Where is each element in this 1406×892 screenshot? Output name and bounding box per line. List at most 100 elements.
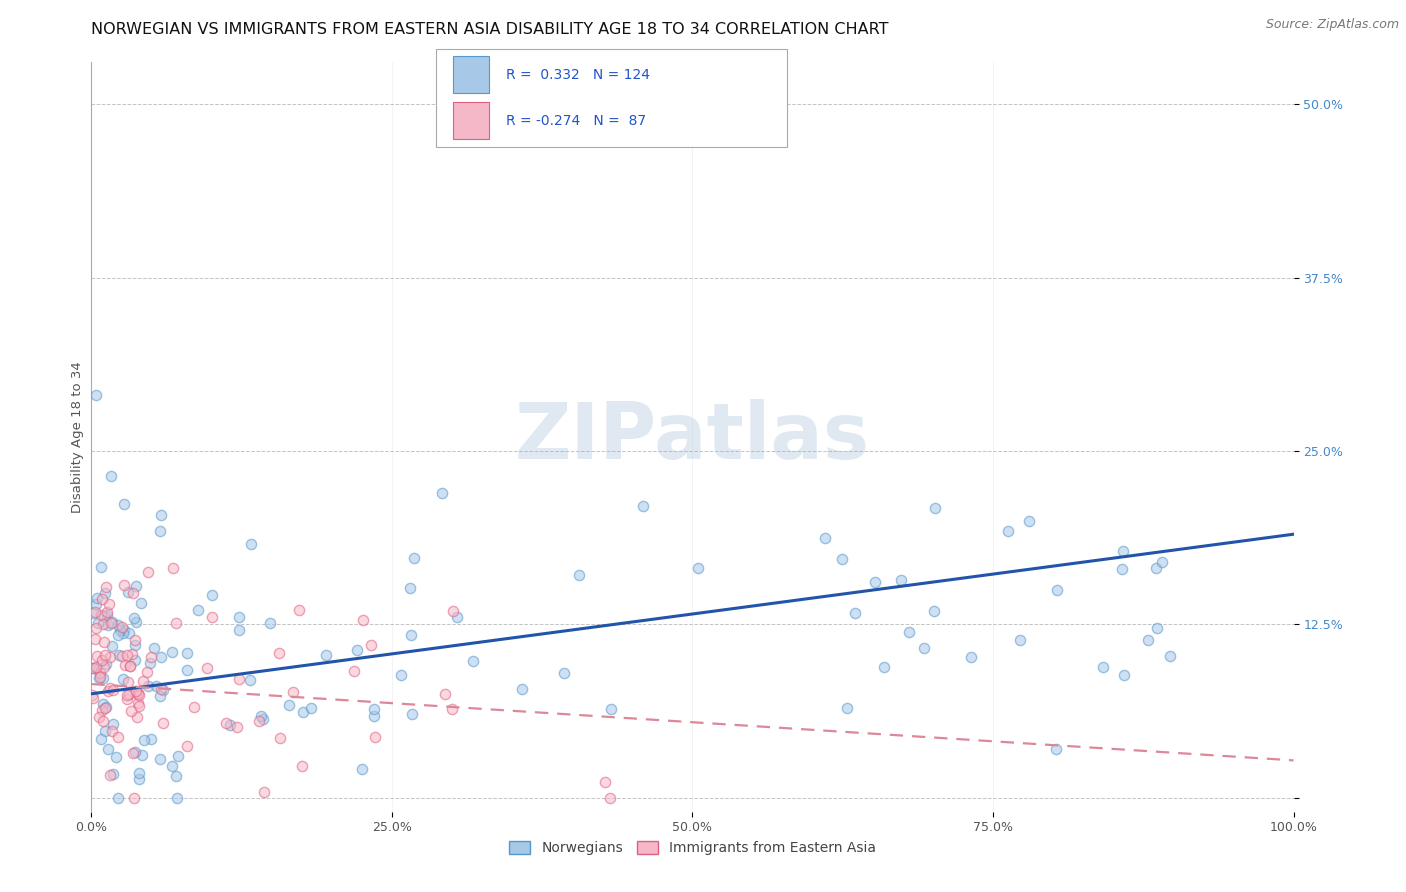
Point bbox=[107, 618, 129, 632]
Point bbox=[631, 499, 654, 513]
Point bbox=[291, 759, 314, 773]
Text: R = -0.274   N =  87: R = -0.274 N = 87 bbox=[506, 113, 647, 128]
Text: NORWEGIAN VS IMMIGRANTS FROM EASTERN ASIA DISABILITY AGE 18 TO 34 CORRELATION CH: NORWEGIAN VS IMMIGRANTS FROM EASTERN ASI… bbox=[91, 22, 889, 37]
Text: Source: ZipAtlas.com: Source: ZipAtlas.com bbox=[1265, 18, 1399, 31]
Point bbox=[404, 551, 426, 566]
Point bbox=[120, 659, 142, 673]
Point bbox=[127, 696, 149, 710]
Point bbox=[897, 625, 920, 640]
Point bbox=[97, 617, 120, 632]
Point bbox=[90, 607, 112, 622]
Point bbox=[139, 649, 162, 664]
Point bbox=[96, 580, 118, 594]
Point bbox=[134, 732, 156, 747]
Point bbox=[299, 701, 322, 715]
Point bbox=[84, 597, 107, 611]
Point bbox=[90, 731, 112, 746]
Point bbox=[122, 790, 145, 805]
Point bbox=[831, 552, 853, 566]
Point bbox=[441, 604, 464, 618]
Point bbox=[96, 605, 118, 619]
Point bbox=[98, 768, 121, 782]
Point bbox=[82, 661, 104, 675]
Point bbox=[124, 633, 146, 648]
Point bbox=[150, 681, 173, 696]
Point bbox=[149, 524, 172, 539]
Point bbox=[1136, 632, 1159, 647]
Point bbox=[91, 703, 114, 717]
Point bbox=[399, 581, 422, 595]
Point bbox=[228, 624, 250, 638]
Point bbox=[82, 606, 104, 620]
Point bbox=[890, 573, 912, 587]
Point bbox=[108, 648, 131, 663]
Point bbox=[91, 697, 114, 711]
Point bbox=[101, 639, 124, 653]
Point bbox=[128, 765, 150, 780]
Point bbox=[160, 759, 183, 773]
Point bbox=[150, 649, 173, 664]
Point bbox=[103, 767, 125, 781]
Point bbox=[91, 714, 114, 728]
Point bbox=[1159, 648, 1181, 663]
Point bbox=[350, 763, 373, 777]
Point bbox=[814, 531, 837, 545]
Point bbox=[288, 603, 311, 617]
Point bbox=[183, 699, 205, 714]
Point bbox=[343, 664, 366, 678]
Point bbox=[142, 641, 165, 656]
Point bbox=[218, 717, 240, 731]
Point bbox=[112, 626, 135, 640]
Point bbox=[434, 688, 457, 702]
Point bbox=[111, 672, 134, 686]
Point bbox=[122, 746, 145, 760]
Point bbox=[1144, 561, 1167, 575]
Point bbox=[117, 691, 139, 706]
Point bbox=[873, 660, 896, 674]
Point bbox=[82, 661, 104, 675]
Point bbox=[389, 667, 412, 681]
Point bbox=[124, 653, 146, 667]
Point bbox=[93, 586, 115, 600]
Point bbox=[1150, 555, 1173, 569]
Point bbox=[90, 560, 112, 574]
Point bbox=[1046, 582, 1069, 597]
Point bbox=[176, 739, 198, 753]
Point bbox=[553, 665, 575, 680]
Point bbox=[200, 609, 222, 624]
Point bbox=[1111, 562, 1133, 576]
Point bbox=[1092, 660, 1115, 674]
Point bbox=[267, 646, 290, 660]
Point bbox=[124, 638, 146, 652]
Point bbox=[136, 679, 159, 693]
Point bbox=[107, 730, 129, 744]
Point bbox=[84, 659, 107, 673]
Y-axis label: Disability Age 18 to 34: Disability Age 18 to 34 bbox=[72, 361, 84, 513]
Point bbox=[117, 674, 139, 689]
FancyBboxPatch shape bbox=[436, 49, 787, 147]
Point bbox=[228, 610, 250, 624]
Point bbox=[160, 644, 183, 658]
Point bbox=[87, 671, 110, 685]
Point bbox=[101, 615, 124, 629]
Point bbox=[364, 731, 387, 745]
Point bbox=[291, 705, 314, 719]
Point bbox=[117, 585, 139, 599]
Point bbox=[430, 486, 453, 500]
Point bbox=[82, 688, 104, 702]
Point bbox=[107, 627, 129, 641]
Point bbox=[138, 656, 160, 670]
Point bbox=[112, 578, 135, 592]
Point bbox=[127, 686, 149, 700]
Point bbox=[105, 750, 128, 764]
Point bbox=[446, 609, 468, 624]
Point bbox=[118, 626, 141, 640]
Point bbox=[228, 672, 250, 686]
Point bbox=[91, 671, 114, 685]
FancyBboxPatch shape bbox=[453, 102, 489, 139]
Point bbox=[214, 716, 236, 731]
Text: ZIPatlas: ZIPatlas bbox=[515, 399, 870, 475]
Point bbox=[959, 650, 981, 665]
Point bbox=[599, 702, 621, 716]
Point bbox=[131, 747, 153, 762]
